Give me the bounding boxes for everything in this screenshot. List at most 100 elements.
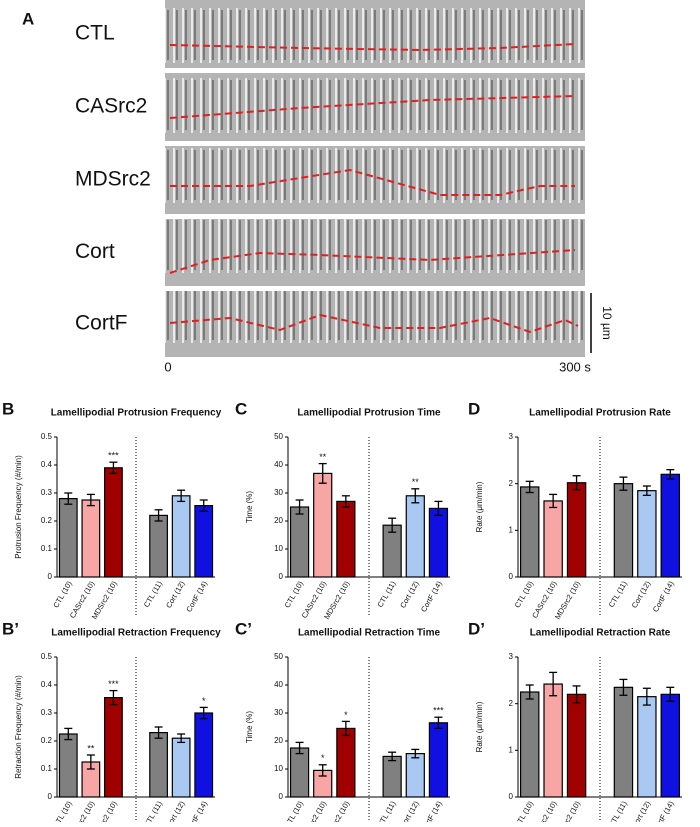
x-tick-label: MDSrc2 (10) [553, 799, 582, 822]
y-tick-label: 0.4 [41, 680, 53, 689]
x-tick-label: Cort (12) [398, 579, 421, 610]
error-bar [177, 489, 186, 503]
panel-label: C’ [235, 619, 252, 638]
y-tick-label: 0.4 [41, 460, 53, 469]
chart-title: Lamellipodial Retraction Frequency [51, 628, 221, 639]
y-tick-label: 0.2 [41, 516, 53, 525]
y-axis-label: Rate (μm/min) [475, 481, 484, 532]
y-tick-label: 40 [274, 460, 283, 469]
x-tick-label: CortF (14) [419, 579, 444, 614]
bar [171, 737, 191, 798]
significance: * [321, 753, 325, 763]
y-tick-label: 0 [279, 792, 284, 801]
x-tick-label: CTL (10) [513, 799, 536, 822]
time-end: 300 s [559, 359, 591, 374]
error-bar [109, 689, 118, 706]
error-bar [572, 685, 581, 704]
bar [81, 499, 101, 578]
panel-label: C [235, 399, 247, 418]
y-tick-label: 1 [509, 525, 514, 534]
error-bar [411, 748, 420, 759]
x-tick-label: CTL (10) [51, 579, 74, 609]
y-tick-label: 0.5 [41, 652, 53, 661]
x-tick-label: CTL (10) [283, 799, 306, 822]
bar [382, 524, 402, 578]
bar [149, 514, 168, 578]
bar [104, 467, 123, 578]
y-tick-label: 0.5 [41, 432, 53, 441]
bar [543, 500, 563, 578]
error-bar [109, 461, 118, 475]
y-tick-label: 0.2 [41, 736, 53, 745]
x-tick-label: CTL (11) [607, 579, 629, 609]
chart-title: Lamellipodial Protrusion Rate [529, 408, 671, 419]
kymograph [165, 73, 585, 141]
x-tick-label: Cort (12) [164, 799, 187, 822]
error-bar [388, 751, 397, 762]
bar [660, 693, 681, 798]
error-bar [341, 495, 350, 508]
x-tick-label: Cort (12) [164, 579, 187, 610]
x-tick-label: Cort (12) [630, 799, 653, 822]
y-tick-label: 2 [509, 479, 514, 488]
y-tick-label: 3 [509, 432, 514, 441]
panel-label: D [468, 399, 480, 418]
y-tick-label: 10 [274, 544, 283, 553]
error-bar [295, 499, 304, 515]
bar [194, 712, 214, 798]
chart-title: Lamellipodial Protrusion Frequency [51, 408, 222, 419]
bar [289, 747, 310, 798]
x-tick-label: CTL (10) [513, 579, 536, 609]
y-tick-label: 0 [48, 792, 53, 801]
panel-label: A [22, 9, 34, 28]
y-tick-label: 0.1 [41, 544, 53, 553]
error-bar [619, 678, 628, 696]
error-bar [86, 493, 95, 507]
error-bar [619, 476, 628, 491]
error-bar [199, 706, 208, 720]
error-bar [318, 764, 327, 777]
error-bar [64, 492, 73, 505]
bar [637, 696, 657, 798]
error-bar [572, 475, 581, 491]
y-tick-label: 0 [509, 572, 514, 581]
row-label: MDSrc2 [75, 168, 151, 191]
y-axis-label: Protrusion Frequency (#/min) [14, 455, 23, 559]
error-bar [434, 716, 443, 730]
error-bar [642, 485, 651, 496]
trace-line [169, 249, 576, 274]
error-bar [549, 493, 558, 509]
error-bar [154, 726, 163, 739]
scale-bar-label: 10 µm [600, 306, 614, 340]
bar [149, 731, 168, 798]
trace-line [169, 43, 576, 52]
bar [58, 498, 78, 578]
y-tick-label: 2 [509, 699, 514, 708]
significance: ** [319, 452, 327, 462]
x-tick-label: CortF (14) [419, 799, 444, 822]
x-tick-label: CTL (11) [607, 799, 629, 822]
error-bar [177, 733, 186, 744]
y-axis-label: Retraction Frequency (#/min) [14, 675, 23, 779]
bar [428, 722, 449, 798]
error-bar [199, 499, 208, 512]
y-tick-label: 40 [274, 680, 283, 689]
x-tick-label: MDSrc2 (10) [322, 799, 351, 822]
bar [613, 483, 634, 578]
significance: ** [412, 477, 420, 487]
error-bar [642, 687, 651, 706]
error-bar [295, 741, 304, 755]
bar [637, 490, 657, 578]
y-tick-label: 50 [274, 652, 283, 661]
x-tick-label: CortF (14) [184, 579, 209, 614]
y-tick-label: 0.1 [41, 764, 53, 773]
bar [171, 495, 191, 578]
kymograph [165, 291, 585, 357]
row-label: CTL [75, 22, 115, 45]
x-tick-label: CASrc2 (10) [300, 799, 329, 822]
trace-line [170, 168, 575, 196]
trace-line [169, 95, 576, 119]
x-tick-label: CASrc2 (10) [68, 799, 97, 822]
y-tick-label: 0.3 [41, 708, 53, 717]
x-tick-label: CortF (14) [184, 799, 209, 822]
